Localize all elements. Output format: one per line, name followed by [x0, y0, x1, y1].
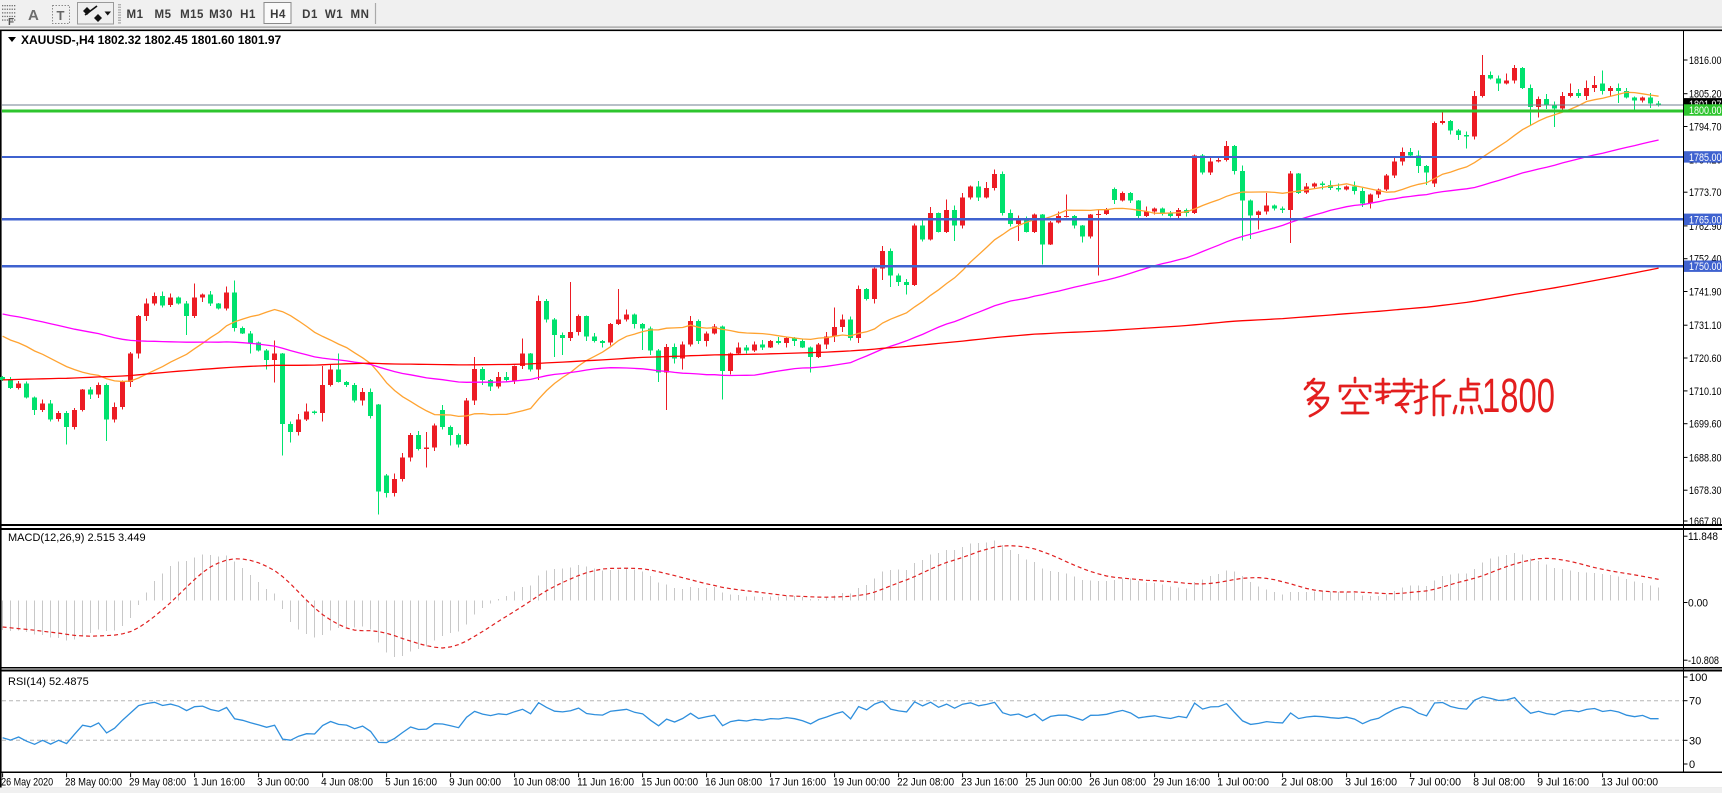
svg-text:0: 0 — [1689, 759, 1695, 771]
svg-text:D1: D1 — [302, 9, 318, 21]
svg-text:13 Jul 00:00: 13 Jul 00:00 — [1601, 777, 1658, 789]
svg-text:2 Jul 08:00: 2 Jul 08:00 — [1281, 777, 1333, 789]
svg-text:H4: H4 — [270, 9, 286, 21]
svg-text:28 May 00:00: 28 May 00:00 — [65, 777, 122, 789]
svg-text:26 May 2020: 26 May 2020 — [1, 777, 53, 789]
svg-text:1741.90: 1741.90 — [1689, 287, 1722, 299]
svg-text:1785.00: 1785.00 — [1689, 152, 1722, 164]
svg-text:1 Jun 16:00: 1 Jun 16:00 — [193, 777, 245, 789]
svg-text:1805.20: 1805.20 — [1689, 89, 1722, 101]
svg-text:19 Jun 00:00: 19 Jun 00:00 — [833, 777, 890, 789]
svg-text:1765.00: 1765.00 — [1689, 214, 1722, 226]
svg-text:1667.80: 1667.80 — [1689, 516, 1722, 528]
svg-text:MACD(12,26,9) 2.515 3.449: MACD(12,26,9) 2.515 3.449 — [8, 532, 146, 544]
svg-text:F: F — [8, 17, 14, 28]
svg-text:10 Jun 08:00: 10 Jun 08:00 — [513, 777, 570, 789]
svg-text:H1: H1 — [240, 9, 256, 21]
svg-text:1699.60: 1699.60 — [1689, 419, 1722, 431]
svg-text:5 Jun 16:00: 5 Jun 16:00 — [385, 777, 437, 789]
svg-text:100: 100 — [1689, 672, 1707, 684]
svg-text:0.00: 0.00 — [1688, 598, 1708, 610]
svg-text:30: 30 — [1689, 735, 1701, 747]
svg-text:29 Jun 16:00: 29 Jun 16:00 — [1153, 777, 1210, 789]
svg-text:17 Jun 16:00: 17 Jun 16:00 — [769, 777, 826, 789]
svg-text:4 Jun 08:00: 4 Jun 08:00 — [321, 777, 373, 789]
svg-text:9 Jun 00:00: 9 Jun 00:00 — [449, 777, 501, 789]
svg-text:M5: M5 — [155, 9, 172, 21]
svg-text:XAUUSD-,H4 1802.32 1802.45 18: XAUUSD-,H4 1802.32 1802.45 1801.60 1801.… — [21, 33, 282, 47]
svg-text:1794.70: 1794.70 — [1689, 122, 1722, 134]
svg-text:M30: M30 — [209, 9, 233, 21]
svg-text:1710.10: 1710.10 — [1689, 386, 1722, 398]
svg-text:1731.10: 1731.10 — [1689, 320, 1722, 332]
svg-text:9 Jul 16:00: 9 Jul 16:00 — [1537, 777, 1589, 789]
svg-text:29 May 08:00: 29 May 08:00 — [129, 777, 186, 789]
svg-text:M15: M15 — [180, 9, 204, 21]
svg-text:3 Jun 00:00: 3 Jun 00:00 — [257, 777, 309, 789]
svg-text:15 Jun 00:00: 15 Jun 00:00 — [641, 777, 698, 789]
svg-text:25 Jun 00:00: 25 Jun 00:00 — [1025, 777, 1082, 789]
svg-text:1720.60: 1720.60 — [1689, 353, 1722, 365]
svg-text:1816.00: 1816.00 — [1689, 55, 1722, 67]
svg-text:1688.80: 1688.80 — [1689, 452, 1722, 464]
svg-text:1773.70: 1773.70 — [1689, 187, 1722, 199]
svg-text:11.848: 11.848 — [1688, 531, 1718, 543]
svg-text:8 Jul 08:00: 8 Jul 08:00 — [1473, 777, 1525, 789]
svg-text:RSI(14) 52.4875: RSI(14) 52.4875 — [8, 676, 89, 688]
svg-text:1750.00: 1750.00 — [1689, 261, 1722, 273]
svg-text:3 Jul 16:00: 3 Jul 16:00 — [1345, 777, 1397, 789]
svg-text:1 Jul 00:00: 1 Jul 00:00 — [1217, 777, 1269, 789]
svg-text:7 Jul 00:00: 7 Jul 00:00 — [1409, 777, 1461, 789]
svg-text:16 Jun 08:00: 16 Jun 08:00 — [705, 777, 762, 789]
svg-text:70: 70 — [1689, 696, 1701, 708]
svg-text:A: A — [28, 7, 39, 24]
svg-text:23 Jun 16:00: 23 Jun 16:00 — [961, 777, 1018, 789]
svg-text:1800: 1800 — [1482, 370, 1555, 423]
svg-text:MN: MN — [351, 9, 370, 21]
svg-text:T: T — [57, 8, 65, 23]
svg-text:M1: M1 — [127, 9, 144, 21]
svg-text:-10.808: -10.808 — [1688, 655, 1719, 667]
svg-text:W1: W1 — [325, 9, 343, 21]
svg-text:1800.00: 1800.00 — [1689, 105, 1722, 117]
svg-text:11 Jun 16:00: 11 Jun 16:00 — [577, 777, 634, 789]
svg-text:26 Jun 08:00: 26 Jun 08:00 — [1089, 777, 1146, 789]
svg-text:22 Jun 08:00: 22 Jun 08:00 — [897, 777, 954, 789]
svg-text:1678.30: 1678.30 — [1689, 485, 1722, 497]
